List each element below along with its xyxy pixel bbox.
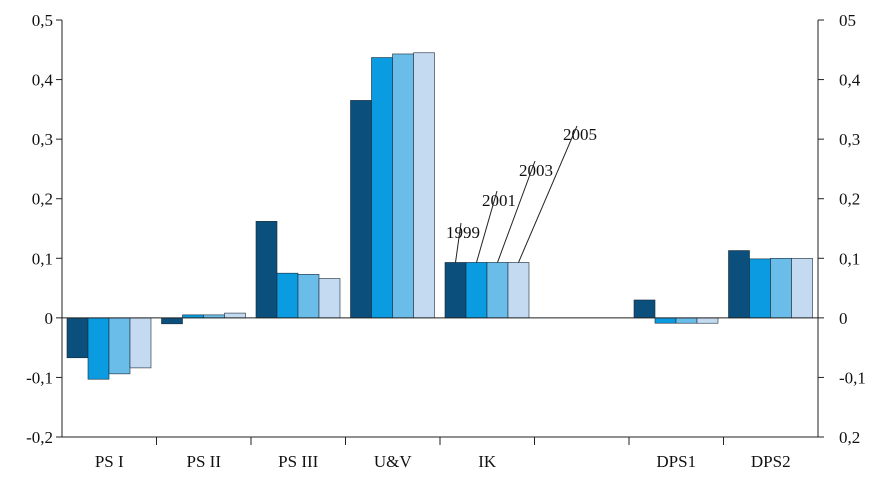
bar-2005-IK xyxy=(507,262,530,319)
bar-1999-PS III xyxy=(255,221,278,319)
annotation-label-1999: 1999 xyxy=(446,223,480,242)
right-tick-label: 05 xyxy=(839,11,856,30)
annotation-label-2003: 2003 xyxy=(519,161,553,180)
bar-2005-DPS1 xyxy=(696,317,719,324)
bar-2005-PS I xyxy=(129,317,152,369)
bar-2003-DPS1 xyxy=(675,317,698,324)
bar-2001-DPS2 xyxy=(749,258,771,319)
annotation-leader-line xyxy=(497,160,536,263)
bar-2001-DPS1 xyxy=(654,317,677,324)
left-tick-label: -0,1 xyxy=(26,368,53,387)
bar-2003-U&V xyxy=(392,53,414,319)
left-tick-label: 0,5 xyxy=(32,11,53,30)
right-tick-label: 0,2 xyxy=(839,190,860,209)
right-tick-label: 0,4 xyxy=(839,71,861,90)
bar-1999-U&V xyxy=(350,100,372,319)
left-tick-label: 0,2 xyxy=(32,190,53,209)
right-tick-label: 0,3 xyxy=(839,130,860,149)
bar-1999-DPS2 xyxy=(728,250,750,319)
left-tick-label: 0 xyxy=(45,309,54,328)
right-tick-label: 0,2 xyxy=(839,428,860,447)
annotation-leader-line xyxy=(476,190,498,263)
bars-group xyxy=(66,52,813,380)
bar-2005-U&V xyxy=(413,52,435,319)
bar-1999-PS I xyxy=(66,317,89,359)
right-tick-label: 0,1 xyxy=(839,249,860,268)
ticks-group: 0,5 05 0,4 0,4 0,3 0,3 0,2 0,2 0,1 0,1 0 0 -0,1 -0,1 -… xyxy=(26,11,866,447)
category-label: PS II xyxy=(187,452,222,471)
category-label: DPS1 xyxy=(656,452,696,471)
bar-2005-PS II xyxy=(224,312,246,319)
bar-2001-IK xyxy=(465,262,488,319)
category-label: PS I xyxy=(95,452,124,471)
bar-2001-U&V xyxy=(371,57,393,319)
category-label: IK xyxy=(478,452,497,471)
category-label: DPS2 xyxy=(751,452,791,471)
axes-group xyxy=(61,20,819,445)
annotation-label-2005: 2005 xyxy=(563,125,597,144)
bar-2005-DPS2 xyxy=(791,257,813,319)
left-tick-label: 0,4 xyxy=(32,71,54,90)
bar-1999-DPS1 xyxy=(633,299,656,319)
bar-1999-IK xyxy=(444,262,467,319)
annotation-label-2001: 2001 xyxy=(482,191,516,210)
right-tick-label: 0 xyxy=(839,309,848,328)
bar-2001-PS I xyxy=(87,317,110,380)
category-labels-group: PS I PS II PS III U&V IK DPS1 DPS2 xyxy=(95,452,791,471)
bar-2003-DPS2 xyxy=(770,257,792,319)
annotation-leader-line xyxy=(455,222,462,263)
annotation-leader-line xyxy=(518,125,578,263)
left-tick-label: 0,3 xyxy=(32,130,53,149)
bar-2003-IK xyxy=(486,262,509,319)
bar-2003-PS III xyxy=(297,274,320,319)
bar-2003-PS I xyxy=(108,317,131,375)
right-tick-label: -0,1 xyxy=(839,368,866,387)
category-label: PS III xyxy=(278,452,318,471)
bar-1999-PS II xyxy=(161,317,183,325)
category-label: U&V xyxy=(374,452,413,471)
bar-2005-PS III xyxy=(318,278,341,319)
left-tick-label: 0,1 xyxy=(32,249,53,268)
bar-2001-PS III xyxy=(276,272,299,319)
left-tick-label: -0,2 xyxy=(26,428,53,447)
